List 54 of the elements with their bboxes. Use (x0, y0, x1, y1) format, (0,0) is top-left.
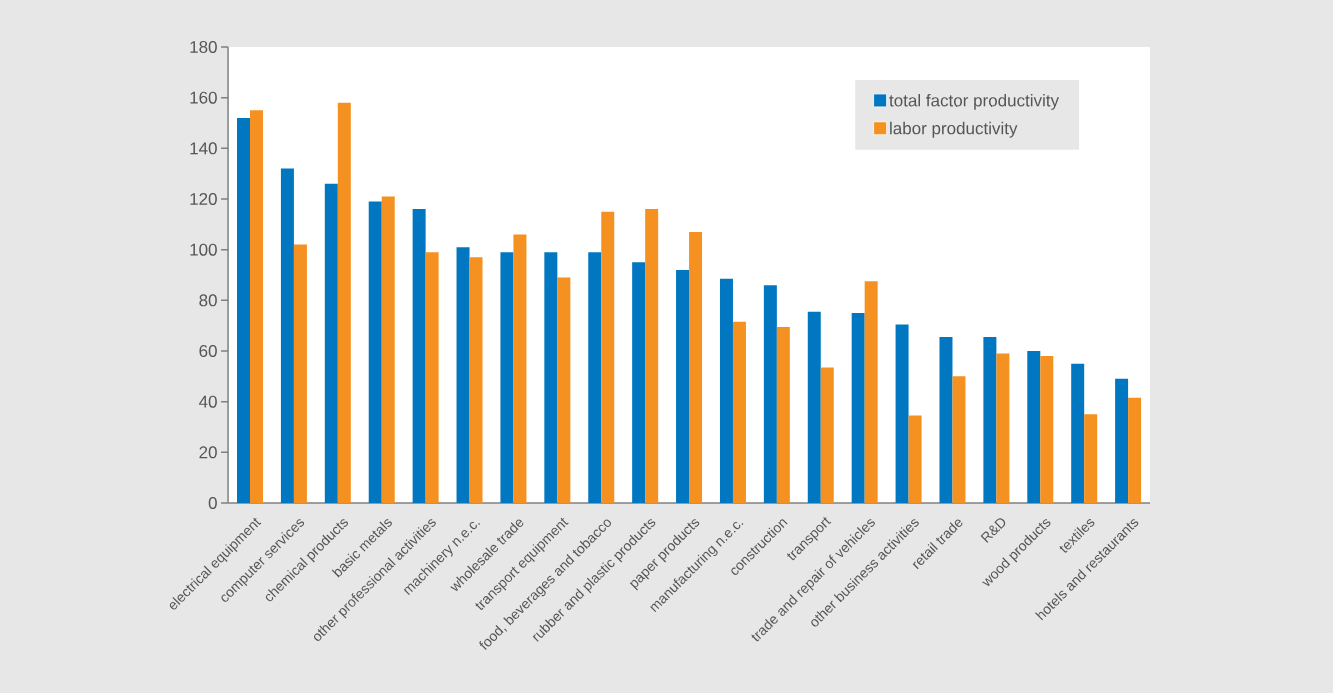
bar (952, 376, 966, 503)
y-tick-label: 40 (199, 395, 217, 408)
bar (293, 244, 307, 503)
bar (412, 209, 426, 503)
legend-label: labor productivity (890, 121, 1018, 138)
bar (645, 209, 659, 503)
y-tick-label: 120 (190, 192, 217, 206)
bar (676, 269, 690, 503)
bar (324, 183, 338, 503)
bar (237, 117, 251, 503)
bar (1071, 363, 1085, 503)
y-tick-label: 60 (199, 344, 217, 358)
bar (381, 196, 395, 503)
y-tick-label: 80 (199, 294, 217, 307)
y-tick-label: 100 (190, 243, 217, 256)
bar (1128, 397, 1142, 503)
y-tick-label: 0 (208, 496, 217, 510)
bar (1115, 378, 1129, 503)
bar (908, 415, 922, 503)
bar (1040, 356, 1054, 503)
bar (1084, 414, 1098, 503)
bar (557, 277, 571, 503)
bar (632, 262, 646, 503)
bar (588, 252, 602, 503)
bar (544, 252, 558, 503)
bar (996, 353, 1010, 503)
bar (368, 201, 382, 503)
y-tick-label: 140 (190, 142, 217, 155)
bar (719, 278, 733, 503)
bar (895, 324, 909, 503)
bar (776, 326, 790, 503)
bar (763, 285, 777, 503)
legend-label: total factor productivity (889, 94, 1060, 110)
bar (280, 168, 294, 503)
bar (864, 281, 878, 503)
y-tick-label: 160 (190, 91, 217, 104)
bar (456, 247, 470, 503)
bar (425, 252, 439, 503)
bar (601, 211, 615, 503)
bar (732, 321, 746, 503)
bar (469, 257, 483, 503)
bar (983, 337, 997, 503)
bar (250, 110, 264, 503)
y-tick-label: 180 (190, 40, 217, 54)
y-tick-label: 20 (199, 446, 217, 459)
bar (851, 312, 865, 503)
bar (513, 234, 527, 503)
bar (337, 102, 351, 503)
bar (807, 311, 821, 503)
bar (820, 367, 834, 503)
bar (1027, 350, 1041, 503)
bar (689, 231, 703, 503)
bar (939, 337, 953, 503)
bar (500, 252, 514, 503)
